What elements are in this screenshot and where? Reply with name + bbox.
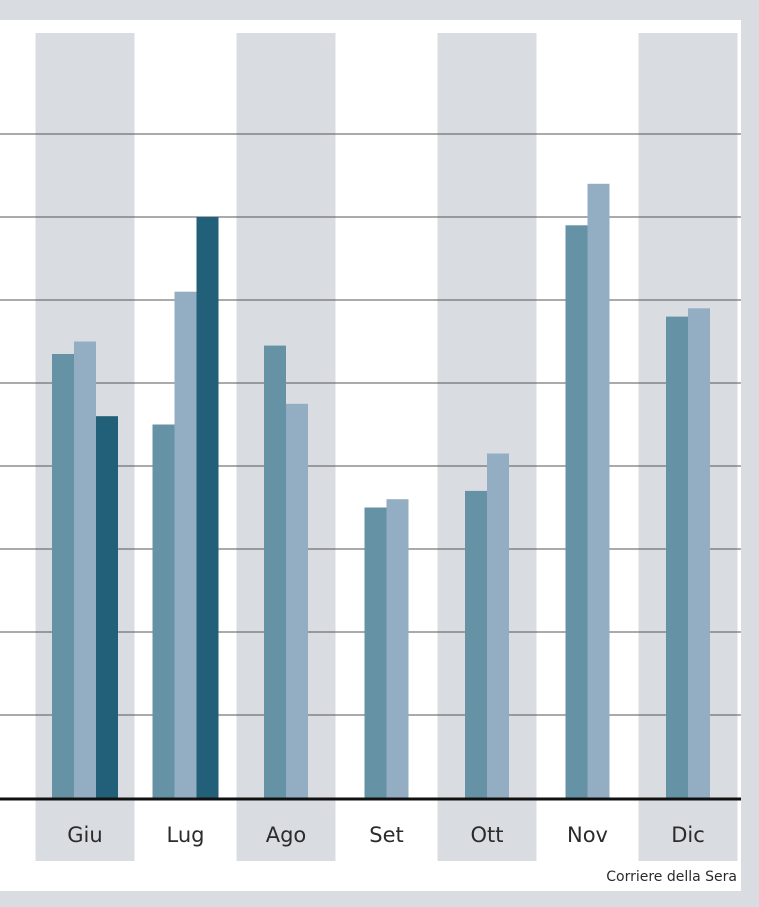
bar-set-series-1: [364, 507, 387, 798]
bar-giu-series-1: [52, 354, 74, 798]
bar-lug-series-1: [152, 424, 175, 798]
category-label: Ago: [266, 823, 307, 847]
category-labels: Giu Lug Ago Set Ott Nov Dic: [67, 823, 704, 847]
category-label: Nov: [567, 823, 608, 847]
bar-chart: Giu Lug Ago Set Ott Nov Dic: [0, 33, 741, 861]
bars: [52, 183, 710, 799]
bar-ago-series-2: [286, 403, 308, 799]
bar-nov-series-1: [565, 225, 588, 799]
bar-lug-series-3: [196, 217, 219, 798]
bar-nov-series-2: [587, 183, 610, 799]
source-credit: Corriere della Sera: [606, 869, 737, 885]
bar-ott-series-1: [465, 490, 487, 798]
chart-frame: Giu Lug Ago Set Ott Nov Dic Corriere della Ser…: [0, 20, 741, 891]
bar-ago-series-1: [264, 345, 286, 798]
category-label: Dic: [671, 823, 705, 847]
bar-lug-series-2: [174, 291, 197, 798]
category-label: Set: [369, 823, 403, 847]
category-label: Ott: [471, 823, 504, 847]
bar-set-series-2: [386, 499, 409, 798]
bar-giu-series-2: [74, 341, 96, 798]
category-label: Giu: [67, 823, 102, 847]
bar-dic-series-2: [688, 308, 710, 798]
bar-giu-series-3: [96, 416, 118, 798]
bar-dic-series-1: [666, 316, 688, 798]
category-label: Lug: [167, 823, 205, 847]
bar-ott-series-2: [487, 453, 509, 798]
